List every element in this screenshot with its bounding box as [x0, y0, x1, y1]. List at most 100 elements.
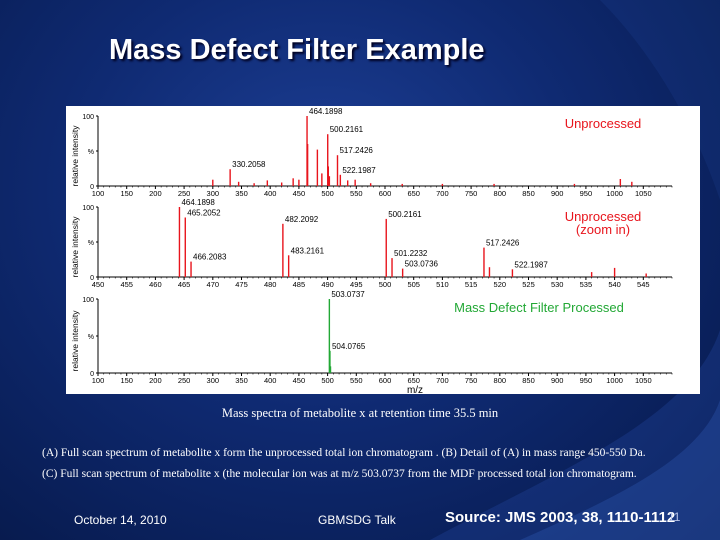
panel-b-x-tick-label: 510 [436, 280, 449, 289]
panel-a-x-tick-label: 650 [407, 189, 420, 198]
panel-a-y-tick-label: 0 [90, 184, 94, 191]
panel-a-x-tick-label: 900 [551, 189, 564, 198]
panel-c-x-tick-label: 100 [92, 376, 105, 385]
panel-c-x-tick-label: 500 [321, 376, 334, 385]
panel-c-x-tick-label: 700 [436, 376, 449, 385]
panel-c-title: Mass Defect Filter Processed [454, 300, 624, 315]
figure-caption: Mass spectra of metabolite x at retentio… [221, 406, 499, 420]
panel-c-x-tick-label: 450 [293, 376, 306, 385]
panel-a-x-tick-label: 100 [92, 189, 105, 198]
panel-b-title: Unprocessed [565, 209, 642, 224]
panel-a-peak-label: 330.2058 [232, 160, 266, 169]
panel-a-x-tick-label: 500 [321, 189, 334, 198]
panel-c-x-tick-label: 350 [235, 376, 248, 385]
panel-b-y-tick-label: 100 [82, 205, 94, 212]
caption-panel-a-b: (A) Full scan spectrum of metabolite x f… [42, 447, 646, 459]
panel-b-x-tick-label: 505 [407, 280, 420, 289]
panel-b-peak-label: 483.2161 [291, 246, 325, 255]
panel-a-peak-label: 464.1898 [309, 107, 343, 116]
panel-b-x-tick-label: 490 [321, 280, 334, 289]
panel-a-peak-label: 522.1987 [342, 166, 376, 175]
panel-a-x-tick-label: 450 [293, 189, 306, 198]
panel-c-x-tick-label: 750 [465, 376, 478, 385]
panel-b-y-label: relative intensity [70, 216, 80, 278]
panel-a-x-tick-label: 750 [465, 189, 478, 198]
panel-a-x-tick-label: 550 [350, 189, 363, 198]
page-number: 11 [668, 510, 681, 524]
panel-b-x-tick-label: 495 [350, 280, 363, 289]
panel-c-x-tick-label: 600 [379, 376, 392, 385]
panel-c-peak-label: 503.0737 [331, 290, 365, 299]
panel-c-y-tick-label: 0 [90, 371, 94, 378]
panel-c-x-tick-label: 800 [494, 376, 507, 385]
panel-c-y-tick-label: 100 [82, 297, 94, 304]
panel-a-x-tick-label: 400 [264, 189, 277, 198]
panel-b-x-tick-label: 455 [120, 280, 133, 289]
panel-c-x-tick-label: 150 [120, 376, 133, 385]
panel-b-x-tick-label: 480 [264, 280, 277, 289]
panel-b-x-tick-label: 530 [551, 280, 564, 289]
panel-c-x-tick-label: 250 [178, 376, 191, 385]
panel-c-x-tick-label: 900 [551, 376, 564, 385]
panel-c-x-tick-label: 1050 [635, 376, 652, 385]
panel-c-peak-label: 504.0765 [332, 342, 366, 351]
panel-a-x-tick-label: 800 [494, 189, 507, 198]
panel-b-peak-label: 501.2232 [394, 249, 428, 258]
panel-b-peak-label: 465.2052 [187, 209, 221, 218]
panel-c-y-label: relative intensity [70, 310, 80, 372]
panel-a-y-tick-label: % [88, 149, 94, 156]
panel-c-x-tick-label: 850 [522, 376, 535, 385]
panel-b-peak-label: 466.2083 [193, 253, 227, 262]
panel-b-x-tick-label: 470 [207, 280, 220, 289]
panel-b-x-tick-label: 485 [293, 280, 306, 289]
panel-a-x-tick-label: 1050 [635, 189, 652, 198]
spectra-figure: 0% 100 relative intensity 100 150 200 250 300 35… [66, 106, 700, 394]
panel-a-x-tick-label: 1000 [606, 189, 623, 198]
panel-b-title-line2: (zoom in) [576, 222, 630, 237]
footer-date: October 14, 2010 [74, 513, 167, 527]
panel-c-x-tick-label: 300 [207, 376, 220, 385]
caption-panel-c: (C) Full scan spectrum of metabolite x (… [42, 468, 637, 480]
panel-b-x-tick-label: 540 [608, 280, 621, 289]
panel-c-x-tick-label: 1000 [606, 376, 623, 385]
panel-b-peak-label: 517.2426 [486, 239, 520, 248]
slide-title: Mass Defect Filter Example [109, 34, 485, 66]
panel-a-x-tick-label: 850 [522, 189, 535, 198]
panel-b-peak-label: 503.0736 [405, 260, 439, 269]
footer-source: Source: JMS 2003, 38, 1110-1112 [445, 509, 676, 526]
panel-b-y-tick-label: % [88, 240, 94, 247]
panel-a-x-tick-label: 350 [235, 189, 248, 198]
panel-b-x-tick-label: 475 [235, 280, 248, 289]
panel-b-x-tick-label: 520 [494, 280, 507, 289]
panel-b-y-tick-label: 0 [90, 275, 94, 282]
panel-b-x-tick-label: 525 [522, 280, 535, 289]
panel-b-peak-label: 522.1987 [514, 260, 548, 269]
panel-b-x-tick-label: 500 [379, 280, 392, 289]
panel-a-peak-label: 517.2426 [339, 146, 373, 155]
panel-c-x-tick-label: 950 [580, 376, 593, 385]
panel-a-x-tick-label: 150 [120, 189, 133, 198]
panel-b-peak-label: 500.2161 [388, 210, 422, 219]
panel-c-x-label: m/z [407, 385, 423, 394]
panel-c-x-tick-label: 650 [407, 376, 420, 385]
panel-a-x-tick-label: 300 [207, 189, 220, 198]
panel-a-peak-label: 500.2161 [330, 125, 364, 134]
panel-b-peak-label: 482.2092 [285, 215, 319, 224]
panel-a-x-tick-label: 250 [178, 189, 191, 198]
panel-c-x-tick-label: 200 [149, 376, 162, 385]
panel-b-x-tick-label: 515 [465, 280, 478, 289]
panel-b-x-tick-label: 535 [580, 280, 593, 289]
panel-b-x-tick-label: 465 [178, 280, 191, 289]
panel-c-x-tick-label: 550 [350, 376, 363, 385]
footer-event: GBMSDG Talk [318, 513, 396, 527]
panel-a-y-label: relative intensity [70, 125, 80, 187]
panel-c-y-tick-label: % [88, 334, 94, 341]
panel-a-x-tick-label: 700 [436, 189, 449, 198]
panel-b-x-tick-label: 545 [637, 280, 650, 289]
panel-a-x-tick-label: 600 [379, 189, 392, 198]
panel-a-y-tick-label: 100 [82, 114, 94, 121]
panel-b-x-tick-label: 460 [149, 280, 162, 289]
panel-c-x-tick-label: 400 [264, 376, 277, 385]
panel-a-x-tick-label: 950 [580, 189, 593, 198]
